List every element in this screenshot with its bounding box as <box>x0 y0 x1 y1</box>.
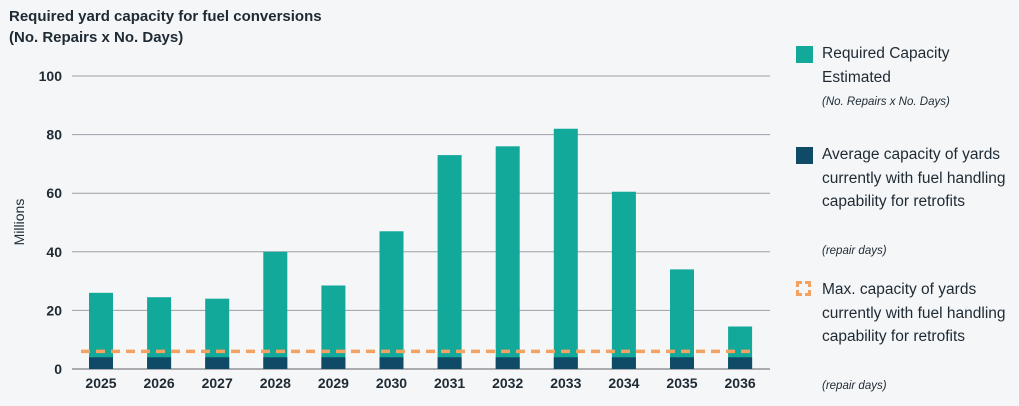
x-tick-label: 2028 <box>260 375 291 391</box>
x-tick-label: 2025 <box>85 375 116 391</box>
x-tick-label: 2030 <box>376 375 407 391</box>
legend-sub-required: (No. Repairs x No. Days) <box>822 96 950 108</box>
bar-required <box>263 251 288 369</box>
y-tick-label: 20 <box>46 302 62 318</box>
bar-average <box>321 357 346 369</box>
x-tick-label: 2034 <box>608 375 639 391</box>
bar-required <box>553 128 578 369</box>
bar-average <box>205 357 230 369</box>
bar-required <box>321 285 346 369</box>
bar-required <box>147 297 172 369</box>
legend-sub-average: (repair days) <box>822 245 887 257</box>
x-tick-label: 2029 <box>318 375 349 391</box>
x-tick-label: 2035 <box>666 375 697 391</box>
y-tick-label: 0 <box>54 361 62 377</box>
legend-label-max: Max. capacity of yards currently with fu… <box>822 281 1006 345</box>
bar-required <box>437 155 462 369</box>
legend-swatch-average <box>796 147 813 164</box>
bar-average <box>495 357 520 369</box>
bar-average <box>437 357 462 369</box>
bar-average <box>553 357 578 369</box>
chart-title-line2: (No. Repairs x No. Days) <box>9 29 184 46</box>
bar-average <box>611 357 636 369</box>
x-tick-label: 2033 <box>550 375 581 391</box>
bar-required <box>611 191 636 369</box>
chart-title-line1: Required yard capacity for fuel conversi… <box>9 8 322 25</box>
bar-average <box>670 357 694 369</box>
x-tick-label: 2036 <box>725 375 756 391</box>
legend-label-required: Required Capacity Estimated <box>822 45 950 86</box>
y-tick-label: 60 <box>46 185 62 201</box>
x-tick-label: 2032 <box>492 375 523 391</box>
chart-plot: 0 20 40 60 80 100 2025 2026 2027 2028 2029 2030 203… <box>11 68 770 391</box>
legend-label-average: Average capacity of yards currently with… <box>822 146 1006 210</box>
bar-required <box>89 292 113 369</box>
x-tick-label: 2031 <box>434 375 465 391</box>
bar-required <box>379 231 404 369</box>
legend-swatch-required <box>796 46 813 63</box>
grid-lines <box>72 75 770 370</box>
y-tick-label: 100 <box>39 68 63 84</box>
x-tick-label: 2026 <box>144 375 175 391</box>
bar-average <box>379 357 404 369</box>
chart-title: Required yard capacity for fuel conversi… <box>9 6 322 48</box>
y-tick-labels: 0 20 40 60 80 100 <box>39 68 63 377</box>
x-tick-label: 2027 <box>202 375 233 391</box>
bar-average <box>147 357 172 369</box>
y-axis-label: Millions <box>11 199 27 246</box>
bar-average <box>89 357 113 369</box>
legend-sub-max: (repair days) <box>822 380 887 392</box>
y-tick-label: 40 <box>46 244 62 260</box>
bar-required <box>495 146 520 369</box>
bar-average <box>263 357 288 369</box>
bar-required <box>670 269 694 369</box>
x-tick-labels: 2025 2026 2027 2028 2029 2030 2031 2032 2033 2034… <box>85 375 755 391</box>
y-tick-label: 80 <box>46 127 62 143</box>
legend-swatch-max <box>796 281 811 296</box>
bars <box>89 128 753 369</box>
bar-average <box>728 357 753 369</box>
